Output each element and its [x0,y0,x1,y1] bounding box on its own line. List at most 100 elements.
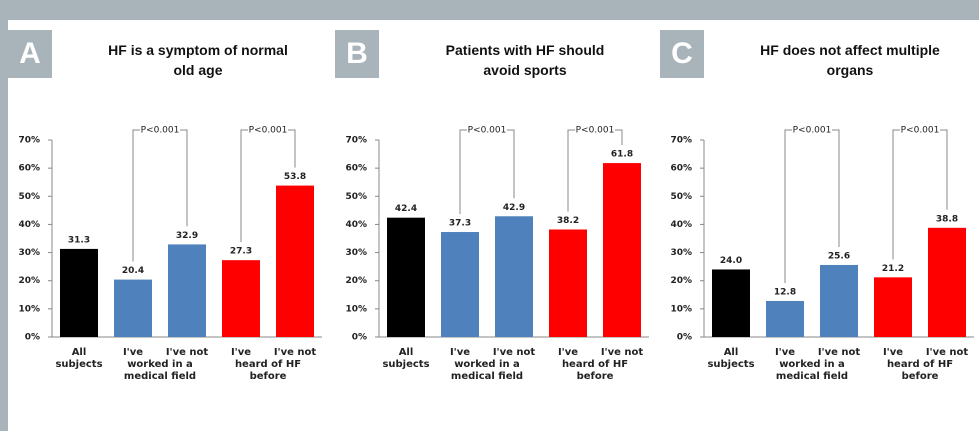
panel-letter: B [335,30,379,78]
panel-title: Patients with HF should avoid sports [445,42,605,78]
panel-title: HF is a symptom of normal old age [108,42,288,78]
panel-letter: C [660,30,704,78]
significance-bracket [567,129,623,212]
y-tick-label: 40% [345,220,367,230]
y-tick-label: 50% [18,192,40,202]
group-label: heard of HF before [561,359,629,382]
significance-bracket [892,129,948,260]
x-tick-label: I've not [165,347,209,358]
x-tick-label: I've [449,347,471,358]
x-tick-label: I've not [817,347,861,358]
bar [874,277,912,337]
panel: A HF is a symptom of normal old age 0% 10% 2… [8,0,328,431]
group-label: worked in a medical field [123,359,197,382]
bar [60,248,98,337]
value-label: 20.4 [122,266,144,276]
value-label: 53.8 [284,172,306,182]
value-label: 24.0 [720,256,742,266]
y-tick-label: 60% [345,164,367,174]
significance-bracket [784,129,840,283]
chart: 0% 10% 20% 30% 40% 50% 60% 70% 24.0 12.8 25.6 21.2 3… [670,126,974,343]
x-tick-label: All subjects [55,347,103,370]
y-tick-label: 30% [18,248,40,258]
x-tick-label: I've [774,347,796,358]
chart: 0% 10% 20% 30% 40% 50% 60% 70% 31.3 20.4 32.9 27.3 5… [18,126,322,343]
x-tick-label: I've not [925,347,969,358]
significance-bracket [132,129,188,262]
x-tick-label: I've [557,347,579,358]
x-tick-label: I've [882,347,904,358]
chart: 0% 10% 20% 30% 40% 50% 60% 70% 42.4 37.3 42.9 38.2 6… [345,126,649,343]
x-tick-label: All subjects [382,347,430,370]
y-tick-label: 0% [25,333,40,343]
y-tick-label: 10% [18,304,40,314]
value-label: 42.9 [503,203,525,213]
value-label: 61.8 [611,150,633,160]
y-tick-label: 60% [670,164,692,174]
bar [603,163,641,337]
value-label: 38.2 [557,216,579,226]
x-tick-label: I've not [492,347,536,358]
left-band [0,0,8,431]
value-label: 32.9 [176,231,198,241]
bar [441,232,479,337]
value-label: 38.8 [936,214,958,224]
significance-label: P<0.001 [468,126,507,136]
value-label: 31.3 [68,235,90,245]
value-label: 37.3 [449,219,471,229]
y-tick-label: 60% [18,164,40,174]
panel: C HF does not affect multiple organs 0% 10%… [660,0,979,431]
bar [222,260,260,337]
y-tick-label: 20% [18,276,40,286]
group-label: heard of HF before [886,359,954,382]
significance-bracket [240,129,296,243]
bar [766,300,804,337]
value-label: 12.8 [774,287,796,297]
y-tick-label: 30% [345,248,367,258]
significance-label: P<0.001 [249,126,288,136]
x-tick-label: I've not [600,347,644,358]
top-band [0,0,979,20]
value-label: 27.3 [230,247,252,257]
value-label: 42.4 [395,204,417,214]
y-tick-label: 70% [345,136,367,146]
significance-bracket [459,129,515,215]
significance-label: P<0.001 [141,126,180,136]
y-tick-label: 70% [670,136,692,146]
y-tick-label: 20% [670,276,692,286]
bar [114,279,152,337]
x-tick-label: I've [122,347,144,358]
y-tick-label: 10% [345,304,367,314]
bar [712,269,750,337]
y-tick-label: 50% [670,192,692,202]
y-tick-label: 50% [345,192,367,202]
x-tick-label: I've not [273,347,317,358]
panel-title: HF does not affect multiple organs [760,42,940,78]
bar [820,264,858,337]
bar [549,229,587,337]
significance-label: P<0.001 [576,126,615,136]
y-tick-label: 10% [670,304,692,314]
value-label: 25.6 [828,251,850,261]
x-tick-label: I've [230,347,252,358]
y-tick-label: 40% [18,220,40,230]
significance-label: P<0.001 [901,126,940,136]
y-tick-label: 0% [677,333,692,343]
bar [276,185,314,337]
panel-letter: A [8,30,52,78]
bar [495,216,533,337]
bar [387,217,425,337]
group-label: worked in a medical field [775,359,849,382]
y-tick-label: 20% [345,276,367,286]
y-tick-label: 0% [352,333,367,343]
significance-label: P<0.001 [793,126,832,136]
group-label: worked in a medical field [450,359,524,382]
y-tick-label: 30% [670,248,692,258]
panel: B Patients with HF should avoid sports 0% 1… [335,0,655,431]
y-tick-label: 40% [670,220,692,230]
y-tick-label: 70% [18,136,40,146]
bar [168,244,206,337]
value-label: 21.2 [882,264,904,274]
group-label: heard of HF before [234,359,302,382]
